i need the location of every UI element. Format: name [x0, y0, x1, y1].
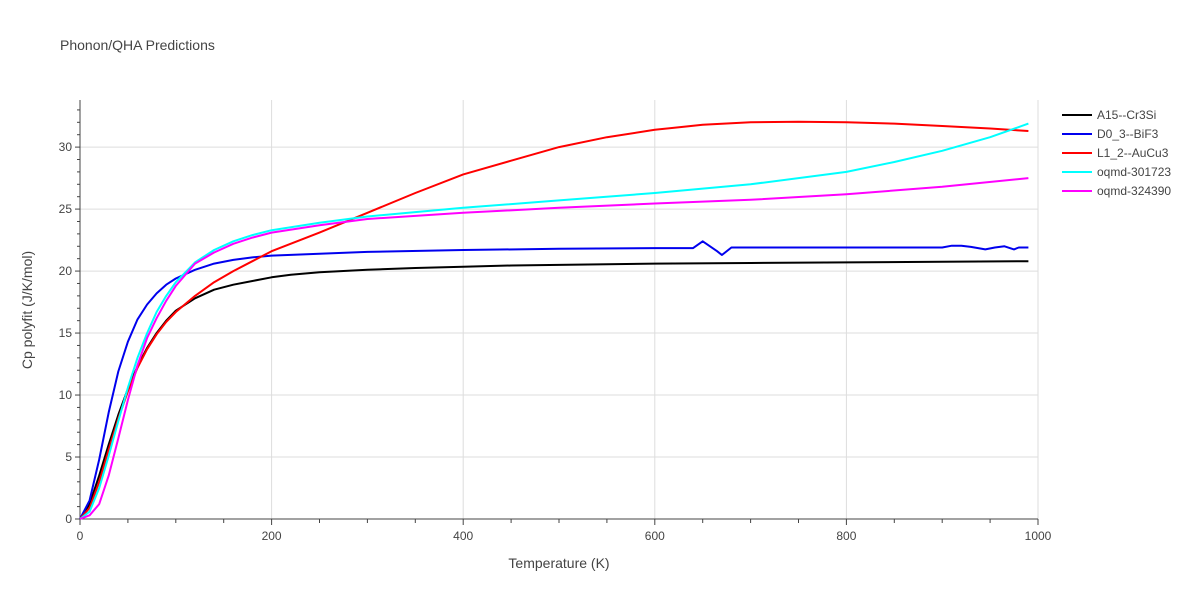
series-line-A15--Cr3Si	[79, 260, 1029, 520]
y-tick-label: 20	[59, 264, 73, 278]
x-tick-label: 800	[836, 529, 856, 543]
gridlines	[80, 100, 1039, 519]
y-axis-title: Cp polyfit (J/K/mol)	[19, 251, 35, 369]
x-axis-title: Temperature (K)	[508, 555, 609, 571]
series-line-D0_3--BiF3	[79, 240, 1029, 520]
chart-title: Phonon/QHA Predictions	[60, 37, 215, 53]
y-tick-label: 30	[59, 140, 73, 154]
legend-label: D0_3--BiF3	[1097, 127, 1159, 141]
series-line-oqmd-324390	[79, 177, 1029, 520]
y-tick-label: 5	[65, 450, 72, 464]
x-tick-label: 1000	[1025, 529, 1052, 543]
y-tick-label: 0	[65, 512, 72, 526]
y-tick-label: 25	[59, 202, 73, 216]
series-line-oqmd-301723	[79, 122, 1029, 520]
x-tick-label: 600	[645, 529, 665, 543]
legend-label: oqmd-324390	[1097, 184, 1171, 198]
legend-item[interactable]: A15--Cr3Si	[1062, 108, 1156, 122]
y-tick-label: 15	[59, 326, 73, 340]
legend-label: L1_2--AuCu3	[1097, 146, 1169, 160]
x-tick-label: 200	[262, 529, 282, 543]
series-layer	[79, 120, 1029, 520]
legend-label: oqmd-301723	[1097, 165, 1171, 179]
legend: A15--Cr3Si D0_3--BiF3 L1_2--AuCu3 oqmd-3017…	[1062, 108, 1171, 198]
series-line-L1_2--AuCu3	[79, 120, 1029, 520]
legend-item[interactable]: oqmd-324390	[1062, 184, 1171, 198]
axes: 0 200 400 600 800 1000 0 5 10 15 20 25 30	[59, 100, 1052, 543]
legend-label: A15--Cr3Si	[1097, 108, 1156, 122]
x-tick-label: 400	[453, 529, 473, 543]
legend-item[interactable]: oqmd-301723	[1062, 165, 1171, 179]
x-tick-label: 0	[77, 529, 84, 543]
legend-item[interactable]: D0_3--BiF3	[1062, 127, 1159, 141]
y-tick-label: 10	[59, 388, 73, 402]
legend-item[interactable]: L1_2--AuCu3	[1062, 146, 1169, 160]
